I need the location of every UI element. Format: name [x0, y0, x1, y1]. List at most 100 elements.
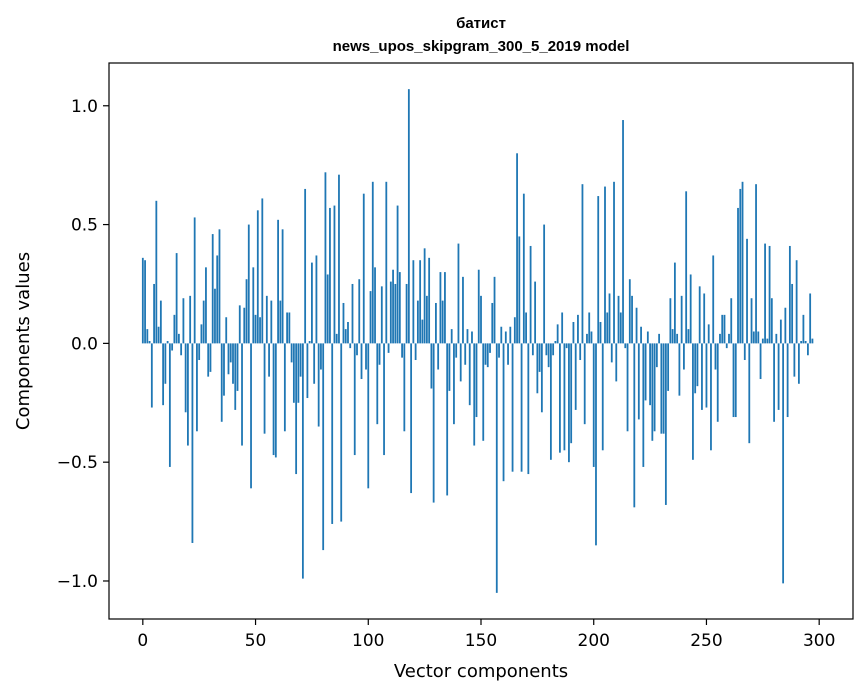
- bar: [457, 243, 460, 344]
- bar: [468, 343, 471, 406]
- bar: [301, 343, 304, 579]
- bar: [516, 153, 518, 344]
- bar: [570, 343, 573, 444]
- bar: [155, 200, 158, 344]
- bar: [554, 341, 557, 344]
- bar: [807, 343, 809, 356]
- bar: [683, 343, 685, 370]
- bar: [504, 331, 507, 344]
- bar: [441, 300, 444, 344]
- bar: [288, 312, 291, 344]
- bar: [369, 291, 372, 344]
- bar: [633, 343, 636, 508]
- bar: [150, 343, 153, 408]
- bar: [297, 343, 300, 403]
- bar: [775, 333, 778, 344]
- bar: [270, 300, 273, 344]
- bar: [610, 343, 613, 363]
- bar: [800, 341, 803, 344]
- bar: [549, 343, 552, 460]
- x-tick-label: 300: [803, 631, 835, 651]
- bar: [448, 343, 451, 391]
- bar: [534, 281, 537, 344]
- bar: [777, 343, 780, 410]
- bar: [486, 343, 489, 368]
- bar: [398, 272, 401, 344]
- bar: [581, 184, 584, 344]
- y-tick-label: 0.5: [71, 216, 98, 236]
- bar: [281, 229, 284, 344]
- bar: [268, 343, 270, 377]
- bar: [191, 343, 194, 543]
- bar: [680, 295, 683, 344]
- bar: [279, 300, 282, 344]
- bar: [245, 279, 248, 344]
- bar: [525, 312, 527, 344]
- bar: [520, 343, 523, 472]
- bar: [748, 343, 751, 444]
- bar: [166, 341, 169, 344]
- bar: [146, 329, 149, 344]
- bar: [459, 343, 462, 382]
- bar: [371, 181, 374, 344]
- bar: [405, 283, 408, 344]
- x-tick-label: 100: [352, 631, 384, 651]
- bar: [236, 343, 239, 391]
- bar: [791, 283, 794, 344]
- bar: [171, 343, 174, 351]
- bar: [407, 89, 410, 344]
- bar: [250, 343, 252, 489]
- bar: [220, 343, 223, 422]
- bar: [196, 343, 198, 432]
- bar: [205, 267, 207, 344]
- bar: [182, 298, 185, 344]
- bar: [563, 343, 566, 451]
- bar: [689, 274, 692, 344]
- bar: [374, 267, 376, 344]
- bar: [148, 341, 151, 344]
- bar: [439, 272, 442, 344]
- bar: [256, 210, 259, 344]
- bar: [304, 188, 307, 344]
- bar: [601, 343, 604, 451]
- bar: [728, 333, 730, 344]
- bar: [428, 257, 431, 344]
- bar: [788, 245, 791, 344]
- bar: [522, 193, 525, 344]
- bar: [696, 343, 699, 387]
- bar: [313, 343, 316, 384]
- bar: [507, 343, 509, 365]
- bar: [480, 295, 482, 344]
- bar: [561, 312, 564, 344]
- bar: [604, 186, 606, 344]
- bar: [223, 343, 225, 396]
- bar: [416, 300, 419, 344]
- bar: [687, 329, 690, 344]
- bar: [342, 302, 345, 344]
- bar: [568, 343, 570, 463]
- bar: [168, 343, 171, 467]
- bar: [804, 341, 807, 344]
- bar: [491, 302, 494, 344]
- bar: [295, 343, 298, 475]
- bar: [669, 298, 672, 344]
- bar: [401, 343, 403, 358]
- bar: [360, 343, 363, 380]
- bar: [595, 343, 597, 546]
- bar: [299, 343, 302, 377]
- bar: [274, 343, 277, 458]
- bar: [157, 326, 160, 344]
- bar: [464, 343, 467, 365]
- bar: [159, 300, 162, 344]
- bar: [396, 205, 399, 344]
- bar: [162, 343, 165, 406]
- bar: [315, 255, 318, 344]
- bar: [572, 321, 575, 344]
- bar: [710, 343, 712, 451]
- bar: [453, 343, 455, 425]
- bar: [414, 343, 417, 361]
- bar: [394, 283, 397, 344]
- bar: [757, 331, 760, 344]
- x-tick-label: 150: [465, 631, 497, 651]
